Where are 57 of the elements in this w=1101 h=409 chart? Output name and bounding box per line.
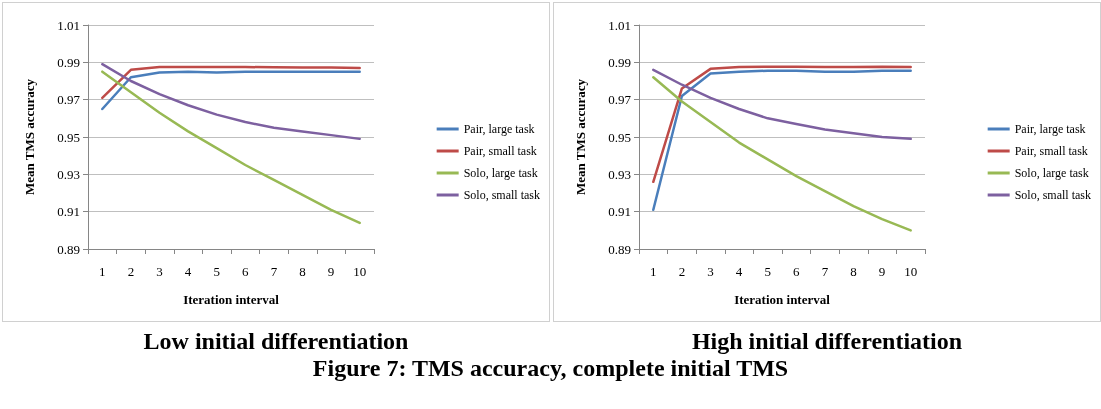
line-series — [101, 62, 361, 141]
legend-label: Pair, large task — [463, 122, 535, 136]
x-axis-title: Iteration interval — [734, 292, 831, 307]
x-tick-label: 3 — [156, 264, 163, 279]
line-series — [101, 65, 361, 100]
legend-label: Solo, large task — [463, 166, 538, 180]
y-tick-label: 0.89 — [57, 241, 80, 257]
x-tick-label: 10 — [904, 264, 918, 279]
x-tick-label: 3 — [707, 264, 714, 279]
y-tick-label: 0.97 — [57, 92, 81, 108]
y-tick-label: 0.99 — [57, 54, 80, 70]
legend-label: Pair, small task — [463, 144, 537, 158]
caption: Figure 7: TMS accuracy, complete initial TMS — [311, 355, 790, 382]
y-axis-title: Mean TMS accuracy — [573, 78, 588, 196]
text: Low initial differentiation — [142, 328, 410, 355]
legend-label: Solo, small task — [463, 188, 541, 202]
line-series — [652, 76, 912, 232]
x-tick-label: 5 — [213, 264, 220, 279]
line-series — [652, 68, 912, 141]
x-tick-label: 6 — [793, 264, 801, 279]
x-tick-label: 4 — [735, 264, 743, 279]
y-axis-title: Mean TMS accuracy — [22, 78, 37, 196]
y-tick-label: 0.95 — [57, 129, 80, 145]
y-tick-label: 1.01 — [608, 17, 631, 33]
x-tick-label: 1 — [99, 264, 106, 279]
legend-label: Solo, large task — [1014, 166, 1089, 180]
legend-label: Pair, large task — [1014, 122, 1086, 136]
y-tick-label: 0.93 — [57, 166, 80, 182]
x-tick-label: 7 — [821, 264, 829, 279]
x-tick-label: 4 — [184, 264, 192, 279]
text: High initial differentiation — [690, 328, 964, 355]
y-tick-label: 0.97 — [608, 92, 632, 108]
legend-label: Pair, small task — [1014, 144, 1088, 158]
x-axis-title: Iteration interval — [183, 292, 280, 307]
line-series — [652, 69, 912, 212]
y-tick-label: 0.89 — [608, 241, 631, 257]
legend-label: Solo, small task — [1014, 188, 1092, 202]
x-tick-label: 8 — [850, 264, 857, 279]
x-tick-label: 7 — [270, 264, 278, 279]
y-tick-label: 0.99 — [608, 54, 631, 70]
y-tick-label: 1.01 — [57, 17, 80, 33]
y-tick-label: 0.91 — [608, 204, 631, 220]
x-tick-label: 9 — [878, 264, 886, 279]
line-series — [101, 70, 361, 111]
x-tick-label: 10 — [353, 264, 367, 279]
x-tick-label: 8 — [299, 264, 306, 279]
x-tick-label: 5 — [764, 264, 771, 279]
line-series — [101, 70, 361, 225]
x-tick-label: 6 — [242, 264, 250, 279]
x-tick-label: 2 — [678, 264, 686, 279]
x-tick-label: 9 — [327, 264, 335, 279]
y-tick-label: 0.91 — [57, 204, 80, 220]
y-tick-label: 0.93 — [608, 166, 631, 182]
y-tick-label: 0.95 — [608, 129, 631, 145]
line-series — [652, 65, 912, 184]
x-tick-label: 2 — [127, 264, 135, 279]
x-tick-label: 1 — [650, 264, 657, 279]
